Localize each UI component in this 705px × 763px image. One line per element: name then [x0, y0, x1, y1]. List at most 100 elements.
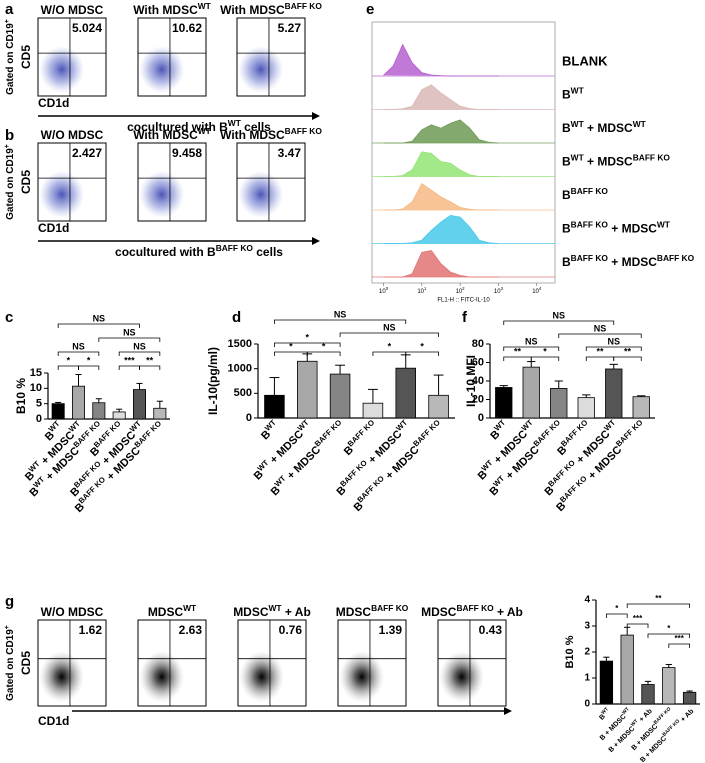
plot-title: W/O MDSC [41, 128, 104, 142]
significance-bracket [118, 351, 161, 356]
text-part: MDSC [336, 605, 372, 619]
x-marker: CD1d [38, 221, 69, 235]
histogram [383, 119, 499, 144]
text-part: + Ab [678, 708, 695, 725]
significance-label: * [615, 604, 619, 613]
bar [428, 394, 449, 419]
text-part: B [562, 222, 571, 236]
arrow-head [504, 707, 512, 715]
bar [632, 396, 650, 419]
histogram [383, 183, 499, 211]
arrow-head [312, 112, 320, 120]
y-label: Gated on CD19+ [4, 144, 16, 220]
significance-bracket [118, 365, 140, 370]
bar [132, 389, 146, 420]
density-cloud [238, 171, 284, 218]
quadrant-value: 2.427 [72, 146, 102, 160]
density-cloud [139, 650, 185, 703]
significance-bracket [626, 623, 649, 628]
text-part: + [4, 625, 11, 629]
y-tick-label: 2 [584, 647, 590, 658]
significance-label: *** [675, 634, 685, 643]
legend-label: BWT + MDSCWT [562, 119, 647, 135]
text-part: B [562, 188, 571, 202]
y-tick-label: 1500 [228, 338, 252, 350]
density-cloud [39, 650, 85, 703]
x-marker: CD1d [38, 96, 69, 110]
density-cloud [139, 171, 185, 218]
text-part: WT [657, 220, 671, 230]
text-part: BAFF KO [371, 603, 409, 613]
x-marker: CD1d [38, 714, 69, 728]
quadrant-value: 5.27 [278, 21, 302, 35]
text-part: WT [183, 603, 197, 613]
significance-bracket [57, 365, 79, 370]
x-tick-label: 101 [417, 286, 427, 294]
density-cloud [439, 650, 485, 703]
x-tick-label: 104 [532, 286, 542, 294]
text-part: + MDSC [608, 255, 657, 269]
plot-title: W/O MDSC [41, 605, 104, 619]
text-part: WT [621, 706, 631, 716]
significance-label: * [420, 341, 424, 351]
x-tick-label: 102 [456, 286, 466, 294]
quadrant-value: 2.63 [179, 623, 203, 637]
text-part: With MDSC [133, 128, 198, 142]
y-marker: CD5 [19, 45, 33, 69]
significance-bracket [668, 643, 690, 648]
bar [577, 397, 595, 419]
text-part: B [562, 121, 571, 135]
text-part: With MDSC [133, 3, 198, 17]
y-tick-label: 15 [30, 367, 42, 379]
plot-title: With MDSCWT [133, 126, 211, 142]
text-part: BAFF KO [653, 706, 673, 726]
text-part: WT [571, 119, 585, 129]
significance-label: * [87, 355, 91, 365]
quadrant-value: 9.458 [172, 146, 202, 160]
significance-bracket [306, 351, 341, 356]
legend-label: BWT + MDSCBAFF KO [562, 153, 670, 169]
x-axis-label: FL1-H :: FITC-IL-10 [437, 298, 490, 304]
bar [395, 367, 416, 419]
y-tick-label: 0 [478, 412, 484, 424]
y-tick-label: 20 [472, 393, 484, 405]
text-part: + MDSC [608, 222, 657, 236]
plot-title: MDSCBAFF KO [336, 603, 409, 619]
y-tick-label: 0 [246, 412, 252, 424]
text-part: + Ab [282, 605, 311, 619]
bar [522, 366, 540, 419]
significance-bracket [98, 337, 161, 342]
significance-label: * [67, 355, 71, 365]
significance-label: * [322, 341, 326, 351]
histogram [383, 250, 499, 278]
text-part: With MDSC [220, 128, 285, 142]
y-tick-label: 0 [584, 699, 590, 710]
y-tick-label: 60 [472, 356, 484, 368]
text-part: cocultured with B [115, 245, 216, 259]
panel-letter: g [5, 593, 14, 610]
significance-label: NS [72, 341, 85, 351]
density-cloud [139, 46, 185, 93]
plot-title: MDSCBAFF KO + Ab [421, 603, 523, 619]
text-part: MDSC [148, 605, 184, 619]
significance-label: ** [514, 346, 522, 356]
legend-label: BLANK [562, 53, 608, 68]
bar [620, 634, 634, 705]
text-part: BAFF KO [346, 418, 377, 449]
arrow-head [312, 237, 320, 245]
significance-bracket [613, 356, 642, 361]
legend-label: BBAFF KO + MDSCWT [562, 220, 671, 236]
bar [153, 407, 167, 420]
y-tick-label: 80 [472, 338, 484, 350]
plot-title: With MDSCBAFF KO [220, 126, 322, 142]
text-part: + Ab [637, 708, 654, 725]
quadrant-value: 0.43 [479, 623, 503, 637]
plot-title: MDSCWT [148, 603, 197, 619]
y-axis-label: IL-10 MFI [464, 355, 478, 407]
significance-label: * [667, 624, 671, 633]
caption: cocultured with BBAFF KO cells [115, 243, 283, 259]
text-part: BAFF KO [614, 418, 645, 449]
text-part: BAFF KO [338, 458, 369, 489]
significance-bracket [139, 365, 161, 370]
x-tick-label: BWT [597, 706, 612, 721]
